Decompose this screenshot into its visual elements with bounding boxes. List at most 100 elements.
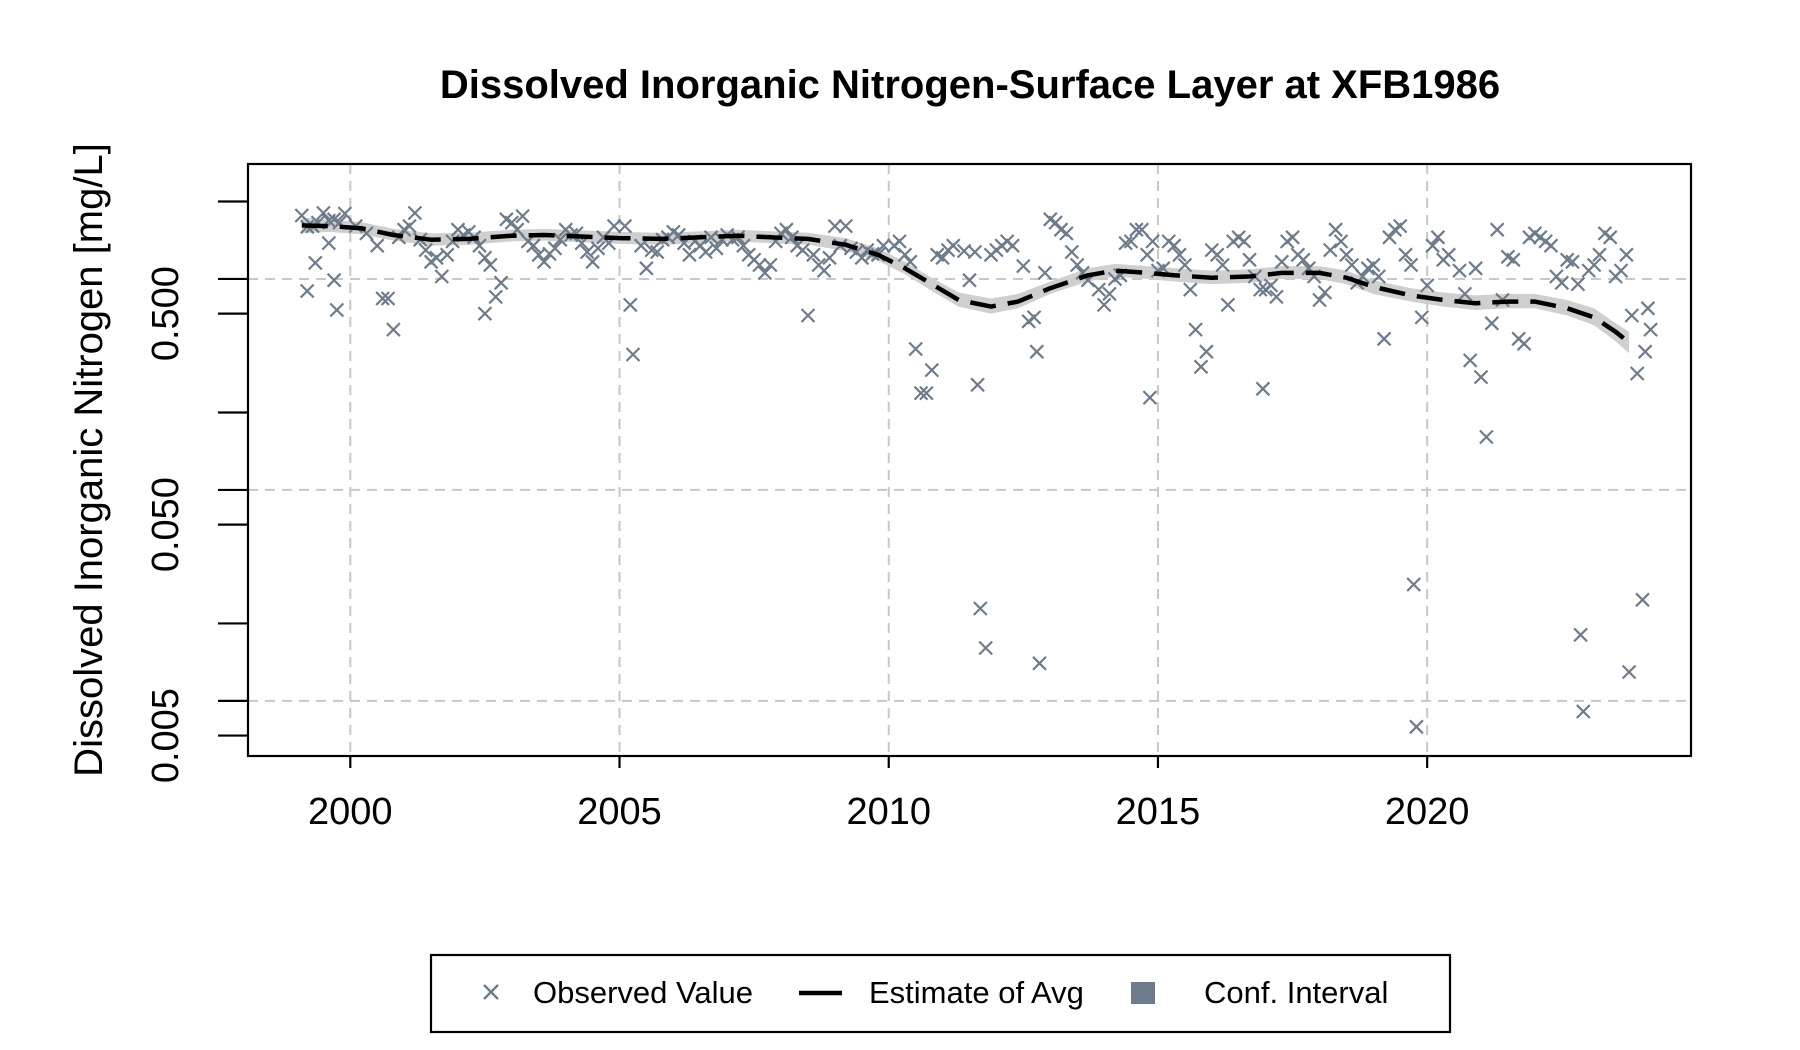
data-point xyxy=(1629,366,1645,381)
data-point xyxy=(1376,331,1392,347)
data-point xyxy=(1188,322,1203,337)
data-point xyxy=(1425,238,1440,253)
data-point xyxy=(402,218,417,234)
data-point xyxy=(1473,369,1489,385)
data-point xyxy=(1371,269,1386,284)
data-point xyxy=(337,206,353,221)
data-point xyxy=(488,289,503,305)
data-point xyxy=(919,385,934,401)
data-point xyxy=(1193,359,1209,375)
data-point xyxy=(553,232,568,247)
legend-marker-ci xyxy=(1131,982,1155,1004)
data-point xyxy=(1274,254,1290,270)
data-point xyxy=(1619,247,1634,263)
data-point xyxy=(1489,222,1505,237)
data-point xyxy=(1565,254,1580,270)
data-point xyxy=(1419,278,1435,293)
data-point xyxy=(429,250,444,266)
data-point xyxy=(547,241,563,256)
data-point xyxy=(784,230,800,245)
plot-frame xyxy=(246,162,1693,758)
data-point xyxy=(1312,292,1327,308)
data-point xyxy=(1328,222,1343,237)
y-axis: 0.005 0.050 0.500 xyxy=(145,200,248,783)
data-point xyxy=(897,247,913,263)
data-point xyxy=(639,261,654,276)
data-point xyxy=(526,238,541,253)
data-point xyxy=(1263,278,1279,293)
data-point xyxy=(1441,247,1456,263)
legend-label-observed: Observed Value xyxy=(533,975,753,1010)
data-point xyxy=(1096,297,1112,313)
data-point xyxy=(1123,234,1139,249)
data-point xyxy=(1166,238,1182,253)
data-point xyxy=(1069,257,1085,273)
data-point xyxy=(757,265,773,281)
data-point xyxy=(1409,719,1424,735)
data-point xyxy=(1516,336,1532,351)
data-point xyxy=(1269,289,1284,305)
x-tick-label: 2020 xyxy=(1385,791,1470,833)
data-point xyxy=(1452,263,1467,278)
data-point xyxy=(1573,627,1588,643)
data-point xyxy=(806,247,821,263)
data-point xyxy=(1602,230,1618,245)
data-point xyxy=(1183,282,1198,297)
data-point xyxy=(970,377,985,393)
data-point xyxy=(606,218,622,234)
data-point xyxy=(1640,301,1656,316)
data-point xyxy=(515,208,530,224)
data-point xyxy=(736,238,751,253)
data-point xyxy=(1255,381,1271,397)
data-point xyxy=(1145,234,1160,249)
data-point xyxy=(1344,257,1360,273)
data-point xyxy=(1637,344,1653,359)
data-point xyxy=(1333,234,1349,249)
data-point xyxy=(973,601,988,616)
data-point xyxy=(1403,257,1419,273)
data-point xyxy=(962,272,977,288)
grid xyxy=(248,164,1691,756)
data-point xyxy=(590,241,606,256)
data-point xyxy=(978,640,993,656)
x-axis: 2000 2005 2010 2015 2020 xyxy=(308,756,1469,833)
data-point xyxy=(822,250,837,266)
data-point xyxy=(633,238,649,253)
data-point xyxy=(1026,310,1042,325)
data-point xyxy=(434,269,450,284)
data-point xyxy=(1586,257,1602,273)
data-point xyxy=(1317,285,1333,300)
x-tick-label: 2015 xyxy=(1116,791,1201,833)
data-point xyxy=(1430,230,1446,245)
legend-marker-observed xyxy=(483,984,499,1000)
data-point xyxy=(709,241,724,256)
data-point xyxy=(1059,226,1074,241)
data-point xyxy=(504,215,520,230)
data-point xyxy=(579,244,595,260)
data-point xyxy=(1643,322,1658,337)
data-point xyxy=(439,247,455,263)
data-point xyxy=(698,244,713,260)
data-point xyxy=(477,250,493,266)
data-point xyxy=(1635,592,1650,608)
y-tick-label: 0.050 xyxy=(145,477,187,572)
data-point xyxy=(407,205,423,221)
data-point xyxy=(1102,286,1117,302)
data-point xyxy=(625,347,641,362)
data-point xyxy=(1177,257,1193,273)
data-point xyxy=(472,238,487,253)
data-point xyxy=(1139,247,1155,263)
data-point xyxy=(682,247,697,263)
data-point xyxy=(854,250,870,266)
data-point xyxy=(1129,222,1144,237)
data-point xyxy=(1220,297,1236,313)
estimate-line xyxy=(301,223,1631,345)
data-point xyxy=(913,385,929,401)
x-tick-label: 2005 xyxy=(577,791,662,833)
x-tick-label: 2000 xyxy=(308,791,393,833)
data-point xyxy=(477,306,493,321)
data-point xyxy=(816,263,832,278)
data-point xyxy=(892,234,907,249)
data-point xyxy=(1398,247,1413,263)
